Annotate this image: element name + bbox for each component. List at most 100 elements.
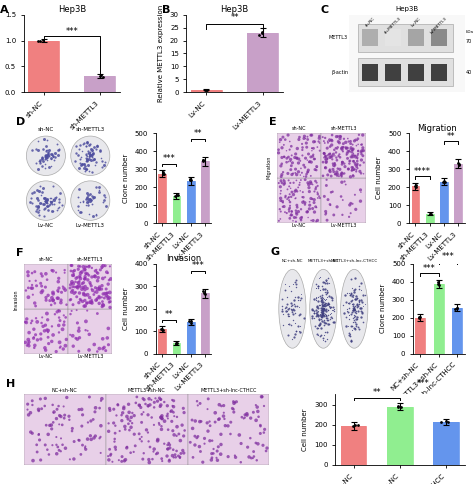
Point (72, 288, 79, 296)
Point (38, 282, 46, 290)
Point (293, 211, 301, 218)
Point (352, 307, 359, 315)
Point (28, 401, 36, 409)
Point (208, 456, 215, 464)
Point (75, 164, 83, 171)
Point (67, 261, 75, 269)
Point (315, 297, 322, 305)
Point (346, 300, 353, 307)
Text: **: ** (230, 14, 239, 22)
Point (53, 433, 60, 441)
Point (300, 194, 307, 201)
Point (313, 164, 321, 171)
Point (130, 412, 138, 420)
Point (200, 156, 207, 164)
Point (158, 423, 165, 430)
Point (354, 147, 362, 155)
Point (287, 212, 294, 219)
Point (91, 273, 99, 281)
Point (233, 398, 240, 406)
Point (298, 169, 306, 177)
Point (44, 333, 52, 341)
Point (285, 208, 293, 215)
Point (185, 317, 193, 325)
Point (211, 418, 219, 426)
Point (307, 195, 315, 202)
Point (300, 173, 308, 181)
Point (311, 155, 319, 163)
Point (49, 297, 57, 304)
Point (86, 148, 94, 156)
Point (173, 191, 181, 199)
Point (317, 298, 325, 305)
Text: Lv-NC: Lv-NC (38, 223, 54, 227)
Point (281, 286, 288, 294)
Point (55, 278, 62, 286)
Point (344, 135, 352, 142)
Point (47, 162, 55, 170)
Point (312, 296, 320, 304)
Point (288, 208, 296, 216)
Point (306, 201, 313, 209)
Point (34, 146, 42, 154)
Point (174, 452, 182, 460)
Point (87, 280, 94, 288)
Point (62, 286, 69, 294)
Point (283, 195, 291, 203)
Point (353, 167, 360, 175)
Text: METTL3+sh-lnc-CTHCC: METTL3+sh-lnc-CTHCC (201, 388, 257, 393)
Point (316, 194, 324, 202)
Point (355, 286, 363, 293)
Point (54, 151, 61, 159)
Point (76, 273, 83, 281)
Point (153, 450, 160, 458)
Point (37, 191, 45, 198)
Point (254, 440, 262, 448)
Point (84, 196, 92, 204)
Point (344, 144, 352, 152)
Point (123, 443, 131, 451)
Point (300, 135, 308, 142)
Point (334, 133, 342, 140)
Point (297, 216, 305, 224)
Text: ***: *** (423, 264, 436, 272)
Point (351, 422, 358, 429)
Point (353, 294, 361, 302)
Point (280, 141, 288, 149)
Point (164, 402, 171, 409)
Point (35, 206, 43, 214)
Text: Lv-NC: Lv-NC (410, 16, 422, 28)
Point (55, 284, 63, 292)
Point (87, 152, 94, 160)
Point (351, 295, 358, 302)
Point (353, 163, 360, 170)
Point (63, 393, 71, 401)
Point (127, 449, 135, 456)
Point (330, 307, 338, 315)
Point (90, 155, 98, 163)
Point (75, 145, 83, 153)
Point (317, 308, 325, 316)
Point (344, 289, 351, 297)
Point (89, 151, 97, 158)
Point (101, 290, 109, 298)
Point (308, 131, 316, 139)
Point (355, 282, 363, 289)
Point (352, 292, 360, 300)
Point (339, 196, 346, 204)
Point (327, 293, 335, 301)
Point (107, 452, 114, 459)
Point (314, 324, 322, 332)
Point (42, 198, 50, 206)
Point (323, 302, 331, 309)
Point (201, 290, 209, 298)
Point (70, 272, 77, 279)
Point (166, 444, 173, 452)
Point (329, 318, 337, 326)
Point (292, 207, 300, 214)
Point (320, 306, 328, 314)
Point (39, 36, 46, 44)
Point (307, 172, 315, 180)
Point (281, 153, 288, 161)
Point (148, 414, 155, 422)
